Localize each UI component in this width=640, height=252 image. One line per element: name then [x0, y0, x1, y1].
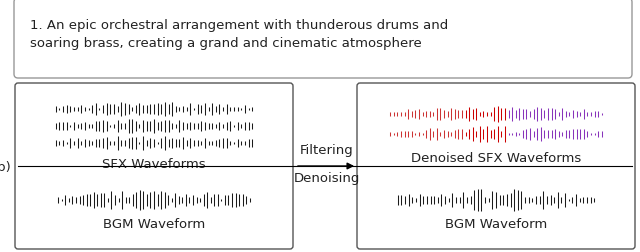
FancyBboxPatch shape	[15, 84, 293, 249]
FancyBboxPatch shape	[357, 84, 635, 249]
Text: soaring brass, creating a grand and cinematic atmosphere: soaring brass, creating a grand and cine…	[30, 37, 422, 50]
Text: BGM Waveform: BGM Waveform	[445, 217, 547, 230]
FancyBboxPatch shape	[14, 0, 632, 79]
FancyArrowPatch shape	[298, 164, 353, 169]
Text: 1. An epic orchestral arrangement with thunderous drums and: 1. An epic orchestral arrangement with t…	[30, 19, 448, 32]
Text: (b): (b)	[0, 160, 12, 173]
Text: Denoised SFX Waveforms: Denoised SFX Waveforms	[411, 151, 581, 164]
Text: Denoising: Denoising	[294, 171, 360, 184]
Text: BGM Waveform: BGM Waveform	[103, 217, 205, 230]
Text: SFX Waveforms: SFX Waveforms	[102, 158, 206, 170]
Text: Filtering: Filtering	[300, 143, 354, 156]
